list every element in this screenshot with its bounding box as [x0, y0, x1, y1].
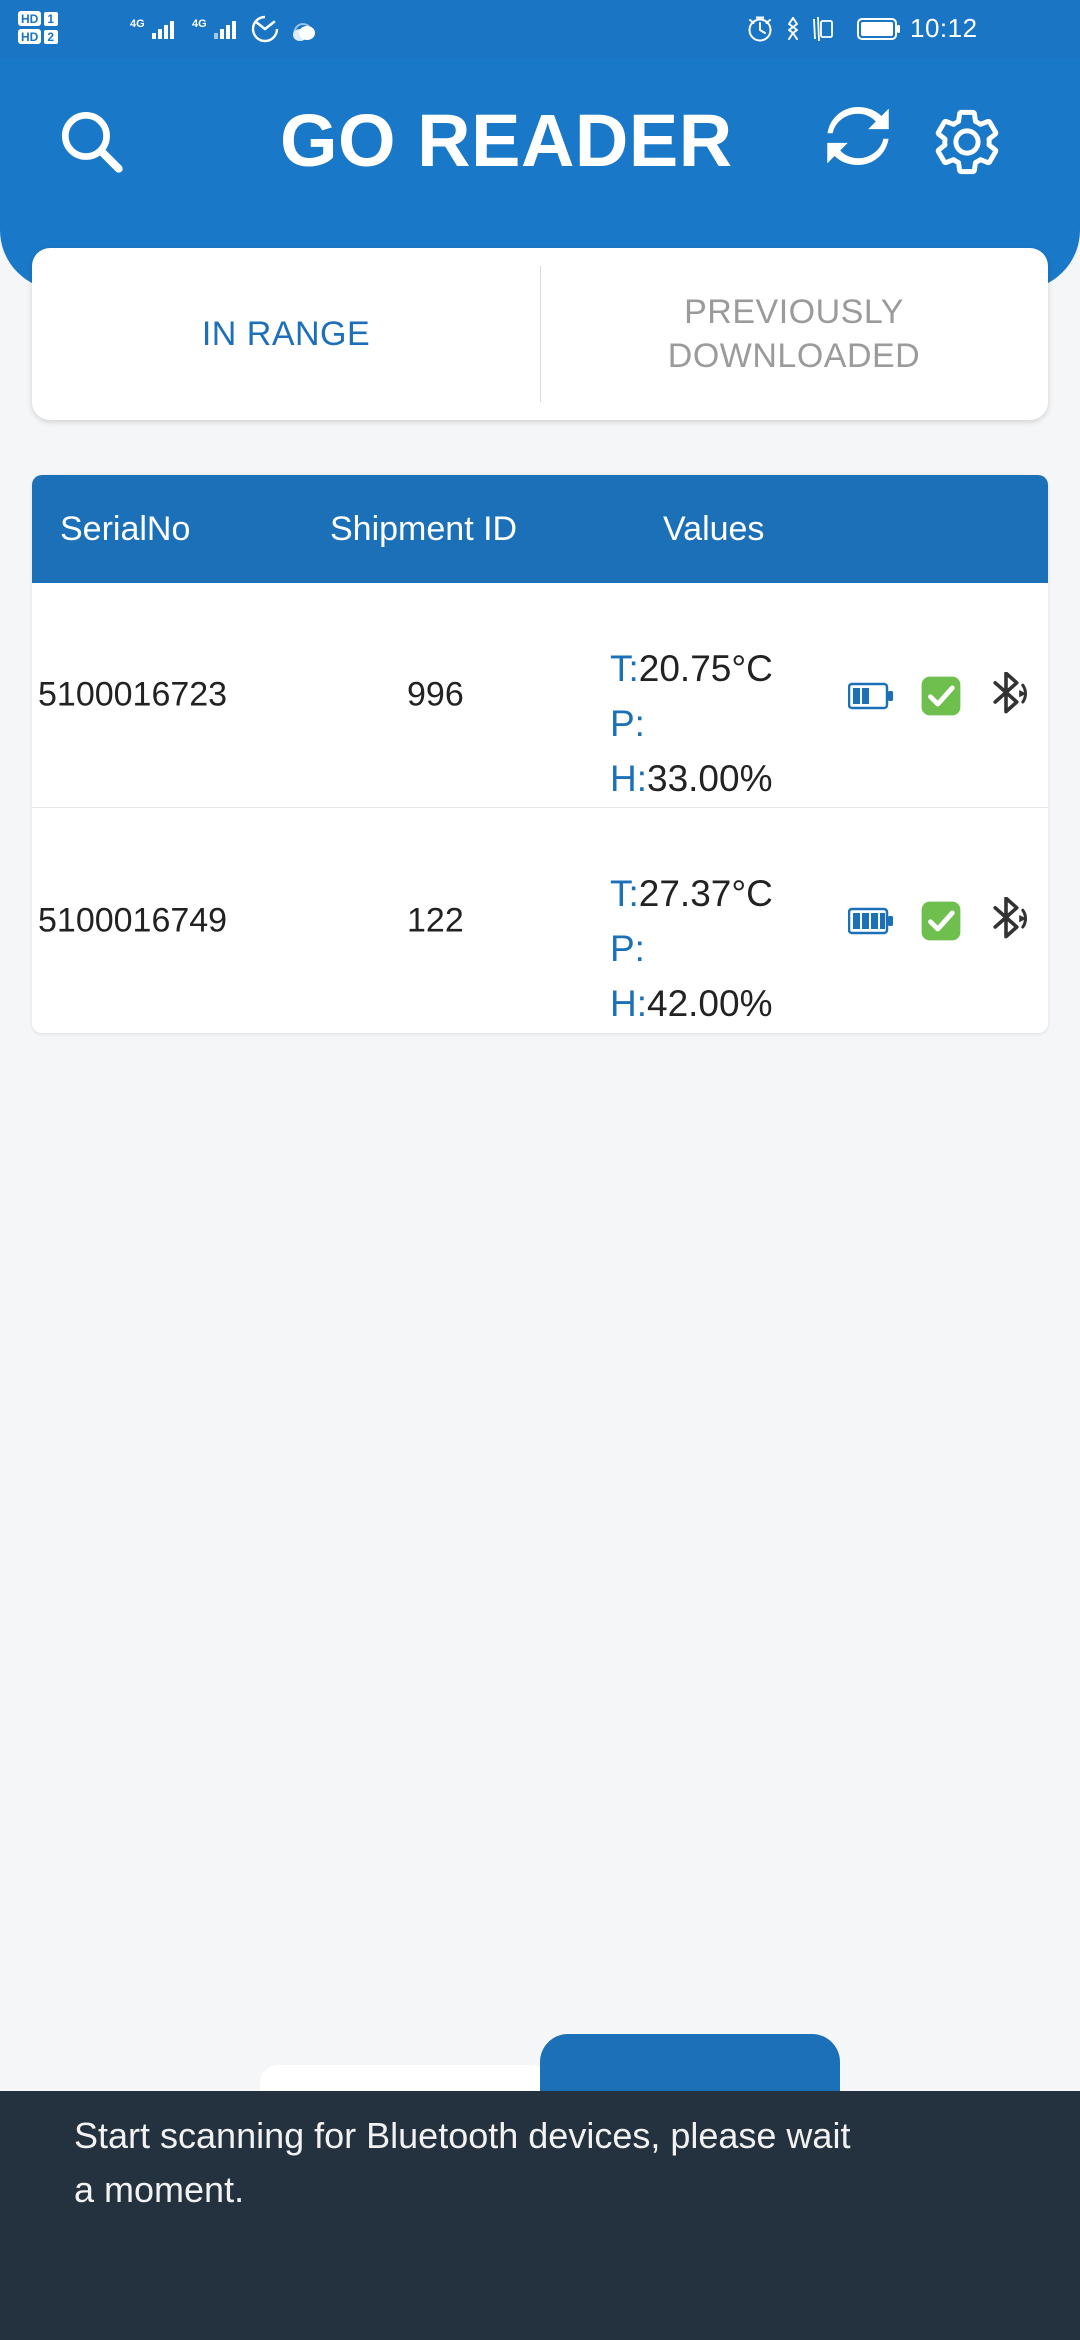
svg-text:4G: 4G: [192, 18, 207, 30]
svg-text:4G: 4G: [130, 18, 145, 30]
